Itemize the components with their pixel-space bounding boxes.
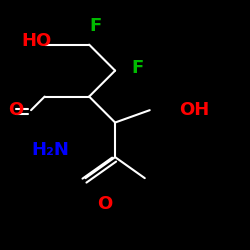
- Text: HO: HO: [21, 32, 52, 50]
- Text: F: F: [89, 17, 102, 35]
- Text: O: O: [8, 101, 24, 119]
- Text: OH: OH: [180, 101, 210, 119]
- Text: H₂N: H₂N: [31, 141, 69, 159]
- Text: F: F: [131, 59, 143, 77]
- Text: O: O: [98, 195, 113, 213]
